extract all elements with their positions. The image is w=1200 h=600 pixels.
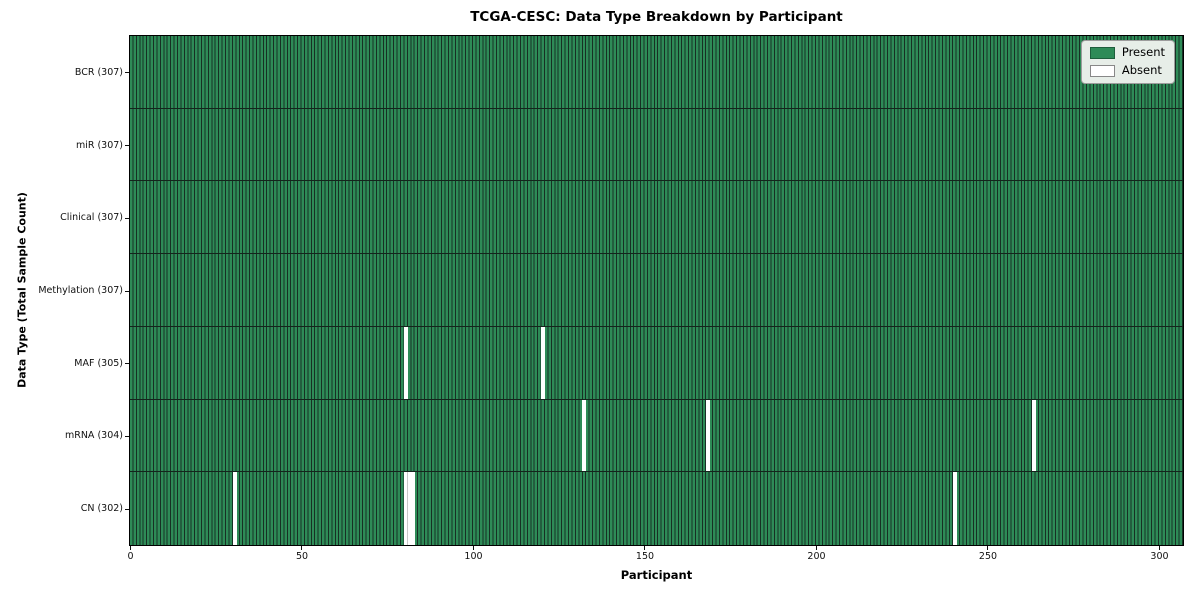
y-tick-mark: [125, 435, 129, 437]
absent-cell: [705, 399, 710, 472]
heatmap-row-bcr: [130, 36, 1183, 109]
x-tick-label: 100: [464, 551, 483, 562]
x-tick-label: 250: [978, 551, 998, 562]
absent-cell: [404, 326, 409, 399]
y-tick-label-mrna: mRNA (304): [64, 430, 123, 442]
legend-label-absent: Absent: [1121, 63, 1162, 78]
absent-cell: [541, 326, 546, 399]
absent-cell: [232, 472, 237, 545]
heatmap-row-clinical: [130, 181, 1183, 255]
heatmap-row-mir: [130, 108, 1183, 182]
legend-entry-present: Present: [1089, 45, 1165, 60]
x-tick-mark: [301, 546, 303, 550]
legend-entry-absent: Absent: [1089, 63, 1165, 78]
absent-cell: [410, 472, 415, 545]
y-tick-label-cn: CN (302): [80, 503, 123, 515]
x-tick-mark: [472, 546, 474, 550]
x-tick-label: 200: [807, 551, 826, 562]
heatmap-row-maf: [130, 326, 1183, 400]
present-swatch-icon: [1089, 47, 1115, 59]
x-tick-label: 50: [295, 551, 309, 562]
y-tick-label-maf: MAF (305): [74, 357, 123, 369]
legend-label-present: Present: [1121, 45, 1165, 60]
absent-cell: [1031, 399, 1036, 472]
x-tick-mark: [130, 546, 131, 550]
chart-title: TCGA-CESC: Data Type Breakdown by Partic…: [470, 9, 843, 25]
y-axis-label: Data Type (Total Sample Count): [15, 192, 29, 388]
x-tick-label: 150: [635, 551, 655, 562]
x-axis-label: Participant: [620, 568, 693, 582]
absent-swatch-icon: [1089, 65, 1115, 77]
heatmap-row-mrna: [130, 399, 1183, 473]
x-tick-mark: [815, 546, 817, 550]
x-tick-mark: [644, 546, 646, 550]
y-tick-label-methylation: Methylation (307): [38, 285, 123, 296]
y-tick-mark: [125, 145, 129, 147]
y-tick-label-mir: miR (307): [75, 139, 123, 151]
x-tick-label: 300: [1150, 551, 1169, 562]
absent-cell: [952, 472, 957, 545]
y-tick-label-clinical: Clinical (307): [60, 212, 123, 224]
x-tick-mark: [1158, 546, 1160, 550]
x-tick-label: 0: [127, 551, 134, 562]
y-tick-mark: [125, 363, 129, 365]
legend: Present Absent: [1080, 40, 1175, 84]
y-tick-mark: [125, 217, 129, 219]
y-tick-mark: [125, 72, 129, 74]
y-tick-mark: [125, 290, 129, 292]
heatmap-rows: [130, 36, 1183, 545]
y-tick-label-bcr: BCR (307): [74, 66, 123, 78]
heatmap-row-methylation: [130, 254, 1183, 327]
absent-cell: [582, 399, 587, 472]
plot-area: Present Absent: [129, 35, 1184, 546]
y-tick-mark: [125, 508, 129, 510]
heatmap-row-cn: [130, 472, 1183, 545]
x-tick-mark: [987, 546, 989, 550]
